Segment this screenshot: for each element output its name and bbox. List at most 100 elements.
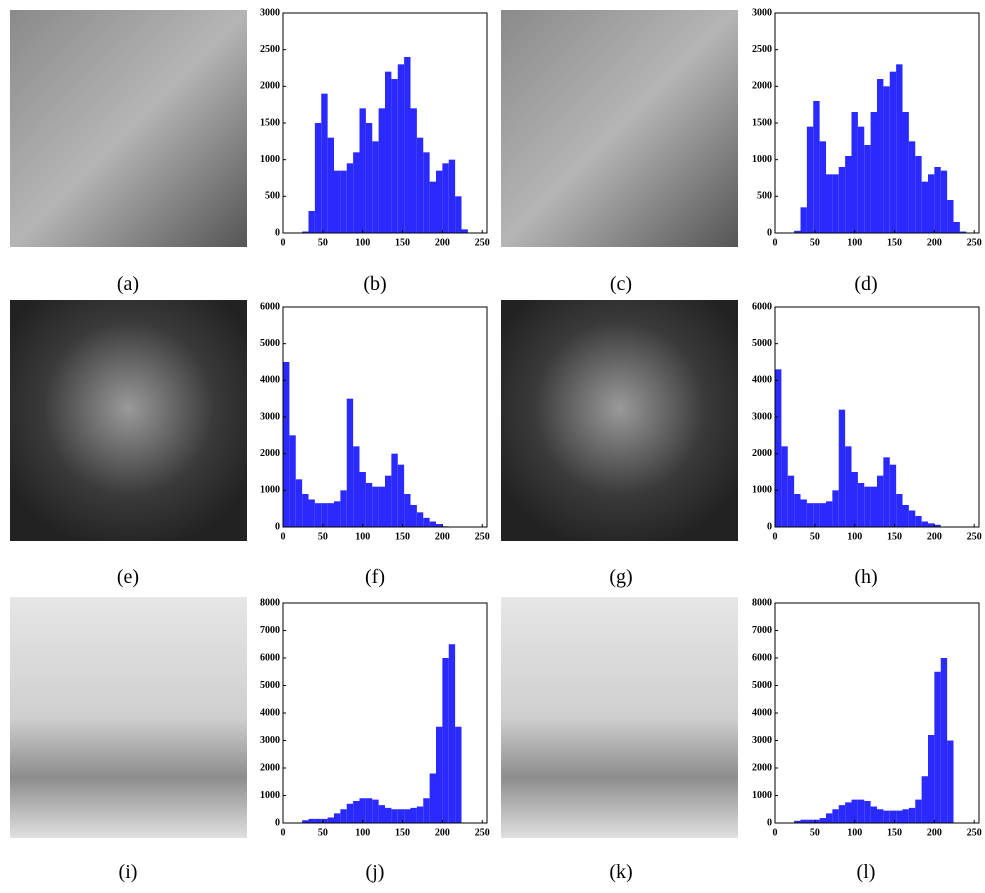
y-tick-label: 8000 <box>260 597 280 608</box>
bar <box>889 464 897 527</box>
bar <box>327 503 334 527</box>
bar <box>959 231 967 233</box>
bar <box>870 112 877 233</box>
bar <box>826 501 833 527</box>
y-tick-label: 2000 <box>260 448 280 459</box>
bar <box>800 499 807 527</box>
bar <box>436 170 443 233</box>
y-tick-label: 1000 <box>260 154 280 165</box>
y-tick-label: 7000 <box>752 625 772 636</box>
photo <box>10 10 247 247</box>
x-tick-label: 150 <box>887 531 902 542</box>
bar <box>800 819 807 823</box>
x-tick-label: 150 <box>887 827 902 838</box>
bar <box>928 174 935 233</box>
y-tick-label: 2500 <box>752 44 772 55</box>
bar <box>896 810 903 823</box>
y-tick-label: 1000 <box>752 154 772 165</box>
bar <box>934 167 941 233</box>
bar <box>940 170 948 233</box>
caption: (i) <box>119 861 138 883</box>
bar <box>915 156 922 233</box>
bar <box>902 809 909 823</box>
bar <box>800 207 807 233</box>
x-tick-label: 150 <box>395 827 410 838</box>
x-tick-label: 200 <box>927 827 942 838</box>
x-tick-label: 200 <box>927 531 942 542</box>
bar <box>423 152 430 233</box>
bar <box>787 475 795 527</box>
x-tick-label: 50 <box>810 827 820 838</box>
y-tick-label: 6000 <box>752 301 772 312</box>
bar <box>346 163 354 233</box>
bar <box>365 483 373 527</box>
bar <box>838 409 846 527</box>
bar <box>864 486 871 527</box>
bar <box>908 141 916 233</box>
bar <box>806 126 814 233</box>
x-tick-label: 100 <box>847 827 862 838</box>
bar <box>857 126 865 233</box>
y-tick-label: 3000 <box>752 411 772 422</box>
x-tick-label: 50 <box>810 237 820 248</box>
bar <box>819 503 826 527</box>
photo <box>501 597 738 838</box>
y-tick-label: 4000 <box>752 375 772 386</box>
caption: (g) <box>609 566 632 588</box>
bar <box>372 141 379 233</box>
bar <box>372 486 379 527</box>
x-tick-label: 150 <box>395 237 410 248</box>
x-tick-label: 0 <box>281 827 286 838</box>
bar <box>448 644 456 823</box>
y-tick-label: 5000 <box>752 680 772 691</box>
bar <box>915 799 922 823</box>
bar <box>857 799 865 823</box>
bar <box>410 505 417 527</box>
y-tick-label: 3000 <box>752 735 772 746</box>
y-tick-label: 1000 <box>260 790 280 801</box>
y-tick-label: 0 <box>767 521 772 532</box>
bar <box>902 112 909 233</box>
bar <box>372 799 379 823</box>
bar <box>423 517 430 527</box>
x-tick-label: 250 <box>967 827 982 838</box>
bar <box>397 464 405 527</box>
bar <box>794 494 801 527</box>
y-tick-label: 4000 <box>752 707 772 718</box>
y-tick-label: 3000 <box>752 7 772 18</box>
bar <box>934 671 941 823</box>
bar <box>378 805 385 823</box>
bar <box>429 181 436 233</box>
bar <box>851 472 858 527</box>
bar <box>334 813 341 823</box>
bar <box>302 494 309 527</box>
bar <box>359 798 366 823</box>
bar <box>334 170 341 233</box>
x-tick-label: 100 <box>355 827 370 838</box>
bar <box>826 813 833 823</box>
bar <box>321 503 328 527</box>
bar <box>416 806 424 823</box>
y-tick-label: 500 <box>757 191 772 202</box>
caption: (e) <box>117 566 139 588</box>
bar <box>902 505 909 527</box>
bar <box>404 809 411 823</box>
bar <box>947 740 954 823</box>
bar <box>883 810 890 823</box>
y-tick-label: 0 <box>767 227 772 238</box>
bar <box>455 196 462 233</box>
bar <box>359 472 366 527</box>
bar <box>845 446 852 527</box>
bar <box>877 809 884 823</box>
bar <box>385 475 392 527</box>
y-tick-label: 1000 <box>752 790 772 801</box>
y-tick-label: 1000 <box>260 485 280 496</box>
bar <box>340 809 347 823</box>
bar <box>436 726 443 823</box>
bar <box>397 64 405 233</box>
bar <box>346 398 354 527</box>
bar <box>883 86 890 233</box>
caption: (j) <box>366 861 385 883</box>
bar <box>302 231 309 233</box>
